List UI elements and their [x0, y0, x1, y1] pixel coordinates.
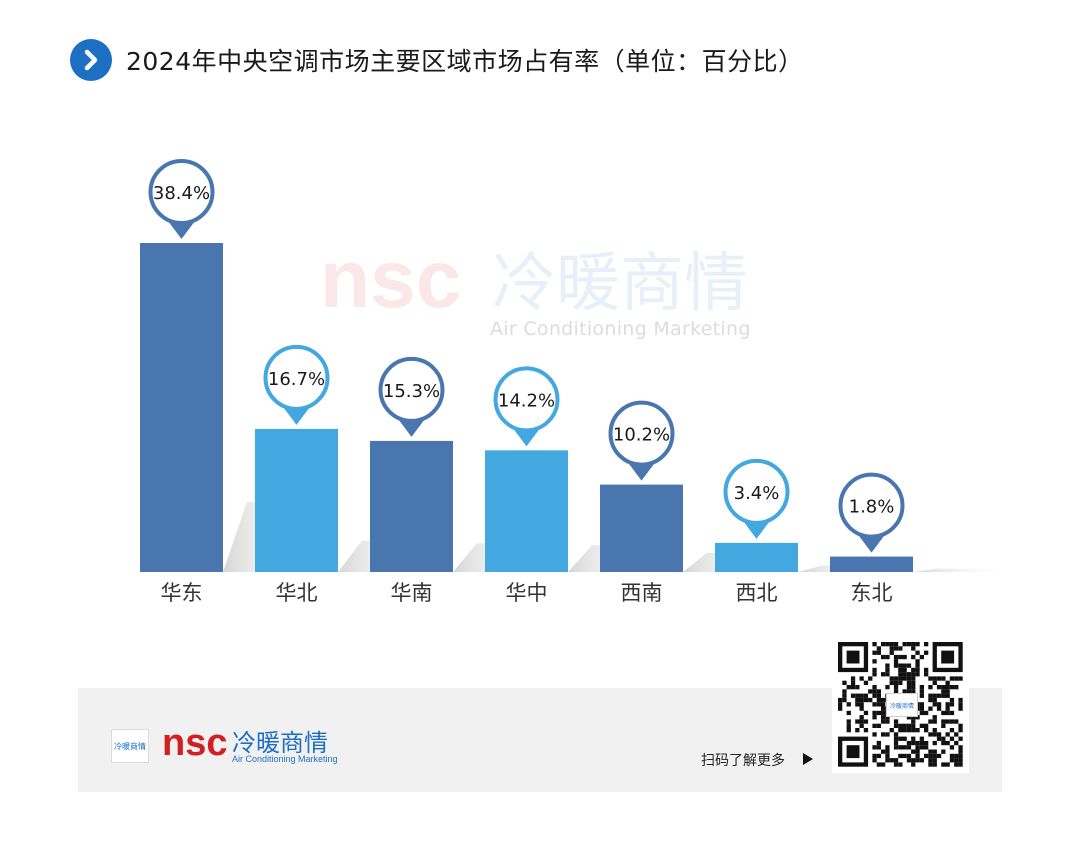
- data-label: 38.4%: [153, 183, 210, 204]
- watermark-logo: nsc 冷暖商情: [320, 234, 800, 325]
- data-label: 14.2%: [498, 390, 555, 411]
- brand-logo-latin: nsc: [162, 726, 227, 764]
- brand-logo-tagline: Air Conditioning Marketing: [232, 754, 338, 764]
- bar-华东: [140, 243, 223, 572]
- svg-text:nsc: nsc: [320, 245, 461, 317]
- qr-center-logo: 冷暖商情: [886, 693, 918, 717]
- data-label: 3.4%: [734, 483, 780, 504]
- bar-西北: [715, 542, 798, 572]
- category-label: 东北: [851, 581, 893, 605]
- data-label: 16.7%: [268, 369, 325, 390]
- bar-西南: [600, 484, 683, 572]
- bar-chart: 38.4% 华东 16.7% 华北 15.3% 华南 14.2% 华中 10.2% 西南 3.4% 西…: [140, 159, 1013, 605]
- bar-华中: [485, 450, 568, 572]
- category-label: 华东: [161, 581, 203, 605]
- bar-东北: [830, 556, 913, 572]
- bar-华北: [255, 428, 338, 572]
- marker-circle: [263, 344, 330, 411]
- marker-circle: [723, 458, 790, 525]
- chevron-right-icon: [70, 39, 112, 81]
- marker-circle: [378, 356, 445, 423]
- watermark-tagline: Air Conditioning Marketing: [490, 318, 751, 340]
- brand-logo-cn: 冷暖商情: [232, 729, 328, 757]
- marker-circle: [838, 472, 905, 539]
- chart-title-row: 2024年中央空调市场主要区域市场占有率（单位：百分比）: [70, 38, 804, 82]
- scan-cta-text[interactable]: 扫码了解更多: [701, 753, 785, 769]
- bar-华南: [370, 440, 453, 572]
- marker-circle: [148, 159, 215, 225]
- data-label: 1.8%: [849, 497, 895, 518]
- brand-logo[interactable]: nsc 冷暖商情 Air Conditioning Marketing: [162, 722, 362, 768]
- category-label: 华中: [506, 581, 548, 605]
- marker-circle: [493, 366, 560, 433]
- bar-shadow: [913, 568, 1013, 572]
- data-label: 15.3%: [383, 381, 440, 402]
- category-label: 华北: [276, 581, 318, 605]
- category-label: 西南: [621, 581, 663, 605]
- data-label: 10.2%: [613, 425, 670, 446]
- qr-code[interactable]: 冷暖商情: [832, 636, 969, 773]
- marker-circle: [608, 400, 675, 467]
- brand-badge: 冷暖商情: [111, 729, 149, 763]
- chart-title: 2024年中央空调市场主要区域市场占有率（单位：百分比）: [126, 47, 804, 76]
- play-arrow-icon: [803, 753, 813, 765]
- category-label: 西北: [736, 581, 778, 605]
- svg-text:冷暖商情: 冷暖商情: [492, 247, 748, 317]
- category-label: 华南: [391, 581, 433, 605]
